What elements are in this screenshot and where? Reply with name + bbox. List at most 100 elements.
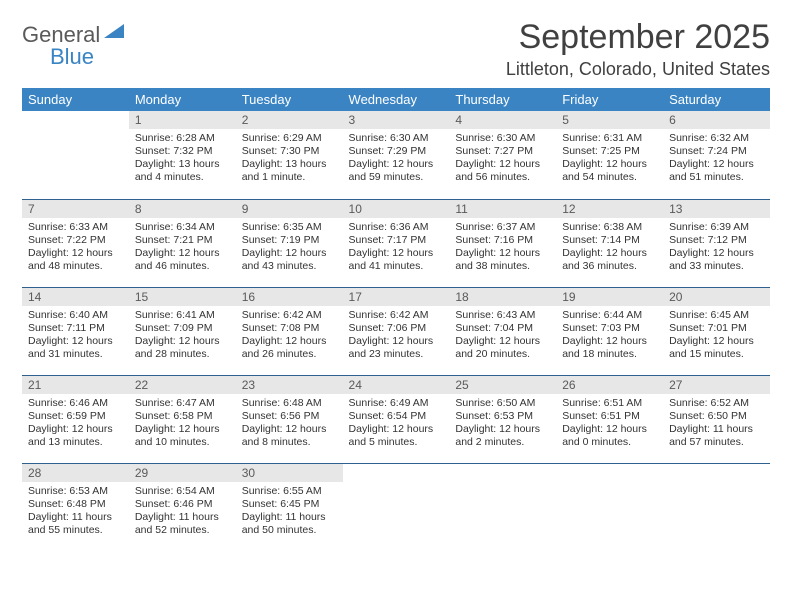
sunset-text: Sunset: 7:11 PM	[28, 322, 123, 335]
daylight-text: Daylight: 11 hours and 55 minutes.	[28, 511, 123, 537]
calendar-cell: 21Sunrise: 6:46 AMSunset: 6:59 PMDayligh…	[22, 375, 129, 463]
day-details: Sunrise: 6:36 AMSunset: 7:17 PMDaylight:…	[343, 218, 450, 278]
calendar-cell: 27Sunrise: 6:52 AMSunset: 6:50 PMDayligh…	[663, 375, 770, 463]
sunrise-text: Sunrise: 6:53 AM	[28, 485, 123, 498]
day-number: 17	[343, 288, 450, 306]
day-details: Sunrise: 6:49 AMSunset: 6:54 PMDaylight:…	[343, 394, 450, 454]
calendar-cell: ..	[556, 463, 663, 551]
sunrise-text: Sunrise: 6:37 AM	[455, 221, 550, 234]
day-details: Sunrise: 6:33 AMSunset: 7:22 PMDaylight:…	[22, 218, 129, 278]
day-details: Sunrise: 6:44 AMSunset: 7:03 PMDaylight:…	[556, 306, 663, 366]
sunrise-text: Sunrise: 6:33 AM	[28, 221, 123, 234]
sunrise-text: Sunrise: 6:49 AM	[349, 397, 444, 410]
sunset-text: Sunset: 7:21 PM	[135, 234, 230, 247]
column-header: Tuesday	[236, 88, 343, 111]
day-details: Sunrise: 6:51 AMSunset: 6:51 PMDaylight:…	[556, 394, 663, 454]
day-details: Sunrise: 6:30 AMSunset: 7:29 PMDaylight:…	[343, 129, 450, 189]
calendar-cell: 10Sunrise: 6:36 AMSunset: 7:17 PMDayligh…	[343, 199, 450, 287]
day-details: Sunrise: 6:47 AMSunset: 6:58 PMDaylight:…	[129, 394, 236, 454]
daylight-text: Daylight: 12 hours and 28 minutes.	[135, 335, 230, 361]
daylight-text: Daylight: 12 hours and 13 minutes.	[28, 423, 123, 449]
sunrise-text: Sunrise: 6:32 AM	[669, 132, 764, 145]
calendar-header: SundayMondayTuesdayWednesdayThursdayFrid…	[22, 88, 770, 111]
day-details: Sunrise: 6:45 AMSunset: 7:01 PMDaylight:…	[663, 306, 770, 366]
daylight-text: Daylight: 13 hours and 1 minute.	[242, 158, 337, 184]
sunrise-text: Sunrise: 6:42 AM	[349, 309, 444, 322]
day-details: Sunrise: 6:46 AMSunset: 6:59 PMDaylight:…	[22, 394, 129, 454]
day-number: 23	[236, 376, 343, 394]
sunset-text: Sunset: 6:46 PM	[135, 498, 230, 511]
sunrise-text: Sunrise: 6:55 AM	[242, 485, 337, 498]
sunset-text: Sunset: 7:22 PM	[28, 234, 123, 247]
day-number: 22	[129, 376, 236, 394]
daylight-text: Daylight: 12 hours and 36 minutes.	[562, 247, 657, 273]
sunrise-text: Sunrise: 6:48 AM	[242, 397, 337, 410]
sunset-text: Sunset: 6:45 PM	[242, 498, 337, 511]
calendar-cell: 16Sunrise: 6:42 AMSunset: 7:08 PMDayligh…	[236, 287, 343, 375]
daylight-text: Daylight: 12 hours and 26 minutes.	[242, 335, 337, 361]
sunset-text: Sunset: 7:08 PM	[242, 322, 337, 335]
calendar-cell: 22Sunrise: 6:47 AMSunset: 6:58 PMDayligh…	[129, 375, 236, 463]
sunset-text: Sunset: 6:58 PM	[135, 410, 230, 423]
calendar-cell: 5Sunrise: 6:31 AMSunset: 7:25 PMDaylight…	[556, 111, 663, 199]
day-number: 7	[22, 200, 129, 218]
sunset-text: Sunset: 7:01 PM	[669, 322, 764, 335]
sunrise-text: Sunrise: 6:38 AM	[562, 221, 657, 234]
calendar-week-row: 14Sunrise: 6:40 AMSunset: 7:11 PMDayligh…	[22, 287, 770, 375]
sunrise-text: Sunrise: 6:30 AM	[349, 132, 444, 145]
calendar-cell: 17Sunrise: 6:42 AMSunset: 7:06 PMDayligh…	[343, 287, 450, 375]
day-details: Sunrise: 6:41 AMSunset: 7:09 PMDaylight:…	[129, 306, 236, 366]
sunset-text: Sunset: 7:12 PM	[669, 234, 764, 247]
sunrise-text: Sunrise: 6:51 AM	[562, 397, 657, 410]
day-details: Sunrise: 6:32 AMSunset: 7:24 PMDaylight:…	[663, 129, 770, 189]
day-number: 19	[556, 288, 663, 306]
sunrise-text: Sunrise: 6:50 AM	[455, 397, 550, 410]
daylight-text: Daylight: 12 hours and 8 minutes.	[242, 423, 337, 449]
day-details: Sunrise: 6:38 AMSunset: 7:14 PMDaylight:…	[556, 218, 663, 278]
sunrise-text: Sunrise: 6:42 AM	[242, 309, 337, 322]
calendar-table: SundayMondayTuesdayWednesdayThursdayFrid…	[22, 88, 770, 551]
sunset-text: Sunset: 7:06 PM	[349, 322, 444, 335]
day-number: 3	[343, 111, 450, 129]
daylight-text: Daylight: 12 hours and 10 minutes.	[135, 423, 230, 449]
sunset-text: Sunset: 7:09 PM	[135, 322, 230, 335]
day-number: 26	[556, 376, 663, 394]
day-number: 18	[449, 288, 556, 306]
logo-triangle-icon	[104, 24, 124, 38]
day-details: Sunrise: 6:40 AMSunset: 7:11 PMDaylight:…	[22, 306, 129, 366]
daylight-text: Daylight: 12 hours and 18 minutes.	[562, 335, 657, 361]
calendar-cell: 28Sunrise: 6:53 AMSunset: 6:48 PMDayligh…	[22, 463, 129, 551]
sunrise-text: Sunrise: 6:34 AM	[135, 221, 230, 234]
day-details: Sunrise: 6:42 AMSunset: 7:08 PMDaylight:…	[236, 306, 343, 366]
sunrise-text: Sunrise: 6:40 AM	[28, 309, 123, 322]
calendar-cell: 19Sunrise: 6:44 AMSunset: 7:03 PMDayligh…	[556, 287, 663, 375]
daylight-text: Daylight: 12 hours and 5 minutes.	[349, 423, 444, 449]
calendar-cell: ..	[449, 463, 556, 551]
sunrise-text: Sunrise: 6:52 AM	[669, 397, 764, 410]
day-number: 29	[129, 464, 236, 482]
day-number: 1	[129, 111, 236, 129]
day-number: 24	[343, 376, 450, 394]
daylight-text: Daylight: 12 hours and 59 minutes.	[349, 158, 444, 184]
sunrise-text: Sunrise: 6:30 AM	[455, 132, 550, 145]
daylight-text: Daylight: 12 hours and 48 minutes.	[28, 247, 123, 273]
day-details: Sunrise: 6:30 AMSunset: 7:27 PMDaylight:…	[449, 129, 556, 189]
calendar-week-row: 28Sunrise: 6:53 AMSunset: 6:48 PMDayligh…	[22, 463, 770, 551]
sunrise-text: Sunrise: 6:47 AM	[135, 397, 230, 410]
day-number: 21	[22, 376, 129, 394]
sunrise-text: Sunrise: 6:28 AM	[135, 132, 230, 145]
sunrise-text: Sunrise: 6:36 AM	[349, 221, 444, 234]
day-number: 30	[236, 464, 343, 482]
calendar-cell: 2Sunrise: 6:29 AMSunset: 7:30 PMDaylight…	[236, 111, 343, 199]
day-number: 4	[449, 111, 556, 129]
day-details: Sunrise: 6:35 AMSunset: 7:19 PMDaylight:…	[236, 218, 343, 278]
day-details: Sunrise: 6:31 AMSunset: 7:25 PMDaylight:…	[556, 129, 663, 189]
column-header: Sunday	[22, 88, 129, 111]
daylight-text: Daylight: 12 hours and 0 minutes.	[562, 423, 657, 449]
calendar-cell: 13Sunrise: 6:39 AMSunset: 7:12 PMDayligh…	[663, 199, 770, 287]
day-number: 9	[236, 200, 343, 218]
day-number: 12	[556, 200, 663, 218]
daylight-text: Daylight: 12 hours and 15 minutes.	[669, 335, 764, 361]
sunset-text: Sunset: 6:53 PM	[455, 410, 550, 423]
sunset-text: Sunset: 7:03 PM	[562, 322, 657, 335]
